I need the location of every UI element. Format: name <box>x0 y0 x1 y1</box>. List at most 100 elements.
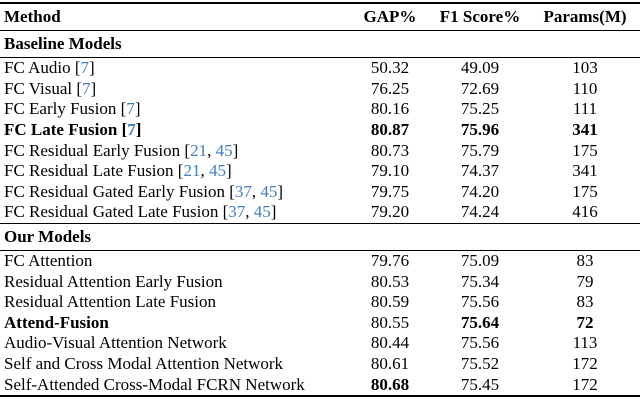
citation-link[interactable]: 21 <box>183 161 201 181</box>
params-value: 79 <box>576 271 594 291</box>
table-top-rule <box>0 2 640 4</box>
params-value: 111 <box>572 99 598 119</box>
params-value: 72 <box>576 312 594 332</box>
params-value: 103 <box>572 58 598 78</box>
method-name: FC Attention <box>4 251 93 271</box>
citation-link[interactable]: 7 <box>126 99 135 119</box>
method-cell: FC Audio [7] <box>0 58 350 78</box>
citation-link[interactable]: 45 <box>215 140 233 160</box>
method-name: Self and Cross Modal Attention Network <box>4 354 284 374</box>
params-value: 175 <box>572 140 598 160</box>
table-row: Residual Attention Late Fusion 80.59 75.56… <box>0 292 640 313</box>
gap-value: 80.87 <box>370 120 410 140</box>
f1-score-value: 75.45 <box>460 374 500 394</box>
citation-link[interactable]: 37 <box>234 181 252 201</box>
table-row: FC Residual Early Fusion [21, 45] 80.73 75… <box>0 140 640 161</box>
f1-score-value: 75.79 <box>460 140 500 160</box>
method-cell: FC Visual [7] <box>0 79 350 99</box>
method-name: Attend-Fusion <box>4 312 109 332</box>
table-row: Self and Cross Modal Attention Network 80… <box>0 354 640 375</box>
table-row: Audio-Visual Attention Network 80.44 75.56… <box>0 333 640 354</box>
method-cell: Residual Attention Early Fusion <box>0 272 350 292</box>
gap-value: 80.61 <box>370 354 410 374</box>
gap-value: 79.76 <box>370 251 410 271</box>
f1-score-value: 74.20 <box>460 181 500 201</box>
column-header-method: Method <box>4 7 61 26</box>
gap-value: 80.59 <box>370 292 410 312</box>
table-sections: Baseline Models FC Audio [7] 50.32 49.09 103… <box>0 31 640 395</box>
table-row: FC Residual Late Fusion [21, 45] 79.10 74.… <box>0 161 640 182</box>
f1-score-value: 75.56 <box>460 333 500 353</box>
method-name: FC Residual Early Fusion <box>4 140 181 160</box>
params-value: 83 <box>576 292 594 312</box>
section-header: Our Models <box>0 224 640 250</box>
citation-link[interactable]: 45 <box>260 181 278 201</box>
method-name: Residual Attention Early Fusion <box>4 271 223 291</box>
method-cell: Audio-Visual Attention Network <box>0 333 350 353</box>
method-name: Self-Attended Cross-Modal FCRN Network <box>4 374 305 394</box>
table-row: FC Early Fusion [7] 80.16 75.25 111 <box>0 99 640 120</box>
table-header-row: Method GAP% F1 Score% Params(M) <box>0 4 640 30</box>
f1-score-value: 75.96 <box>460 120 500 140</box>
citation-brackets: [7] <box>116 99 141 119</box>
method-cell: FC Attention <box>0 251 350 271</box>
citation-link[interactable]: 37 <box>228 202 246 222</box>
column-header-f1: F1 Score% <box>439 7 521 26</box>
section-title: Baseline Models <box>4 34 122 53</box>
citation-brackets: [21, 45] <box>173 161 232 181</box>
f1-score-value: 75.09 <box>460 251 500 271</box>
table-row: Attend-Fusion 80.55 75.64 72 <box>0 313 640 334</box>
citation-link[interactable]: 7 <box>80 58 90 78</box>
citation-brackets: [7] <box>72 78 97 98</box>
params-value: 172 <box>572 354 598 374</box>
gap-value: 80.73 <box>370 140 410 160</box>
section-header: Baseline Models <box>0 31 640 57</box>
f1-score-value: 72.69 <box>460 78 500 98</box>
params-value: 341 <box>572 120 598 140</box>
method-cell: Self and Cross Modal Attention Network <box>0 354 350 374</box>
method-cell: Residual Attention Late Fusion <box>0 292 350 312</box>
gap-value: 50.32 <box>370 58 410 78</box>
method-cell: FC Residual Gated Late Fusion [37, 45] <box>0 202 350 222</box>
citation-link[interactable]: 45 <box>253 202 271 222</box>
citation-link[interactable]: 21 <box>190 140 208 160</box>
params-value: 341 <box>572 161 598 181</box>
citation-brackets: [7] <box>117 120 142 140</box>
column-header-params: Params(M) <box>543 7 627 26</box>
table-row: FC Residual Gated Early Fusion [37, 45] 7… <box>0 182 640 203</box>
method-cell: Self-Attended Cross-Modal FCRN Network <box>0 375 350 395</box>
method-name: FC Late Fusion <box>4 120 118 140</box>
method-cell: Attend-Fusion <box>0 313 350 333</box>
method-cell: FC Late Fusion [7] <box>0 120 350 140</box>
method-cell: FC Early Fusion [7] <box>0 99 350 119</box>
table-row: FC Audio [7] 50.32 49.09 103 <box>0 58 640 79</box>
gap-value: 79.75 <box>370 181 410 201</box>
method-name: FC Residual Gated Late Fusion <box>4 202 219 222</box>
method-cell: FC Residual Early Fusion [21, 45] <box>0 141 350 161</box>
citation-link[interactable]: 45 <box>208 161 226 181</box>
f1-score-value: 75.34 <box>460 271 500 291</box>
citation-link[interactable]: 7 <box>127 120 136 140</box>
table-row: FC Late Fusion [7] 80.87 75.96 341 <box>0 120 640 141</box>
params-value: 110 <box>572 78 598 98</box>
section-separator-rule <box>0 222 640 224</box>
section-title: Our Models <box>4 226 92 246</box>
f1-score-value: 75.56 <box>460 292 500 312</box>
params-value: 416 <box>572 202 598 222</box>
table-row: FC Attention 79.76 75.09 83 <box>0 251 640 272</box>
params-value: 83 <box>576 251 594 271</box>
params-value: 175 <box>572 181 598 201</box>
params-value: 113 <box>572 333 598 353</box>
citation-brackets: [7] <box>70 58 95 78</box>
method-name: FC Early Fusion <box>4 99 117 119</box>
method-name: FC Audio <box>4 58 71 78</box>
table-row: Residual Attention Early Fusion 80.53 75.3… <box>0 271 640 292</box>
gap-value: 80.55 <box>370 312 410 332</box>
f1-score-value: 49.09 <box>460 58 500 78</box>
citation-brackets: [37, 45] <box>224 181 284 201</box>
method-name: Residual Attention Late Fusion <box>4 292 217 312</box>
citation-brackets: [37, 45] <box>218 202 277 222</box>
citation-link[interactable]: 7 <box>82 78 91 98</box>
method-name: FC Residual Late Fusion <box>4 161 174 181</box>
